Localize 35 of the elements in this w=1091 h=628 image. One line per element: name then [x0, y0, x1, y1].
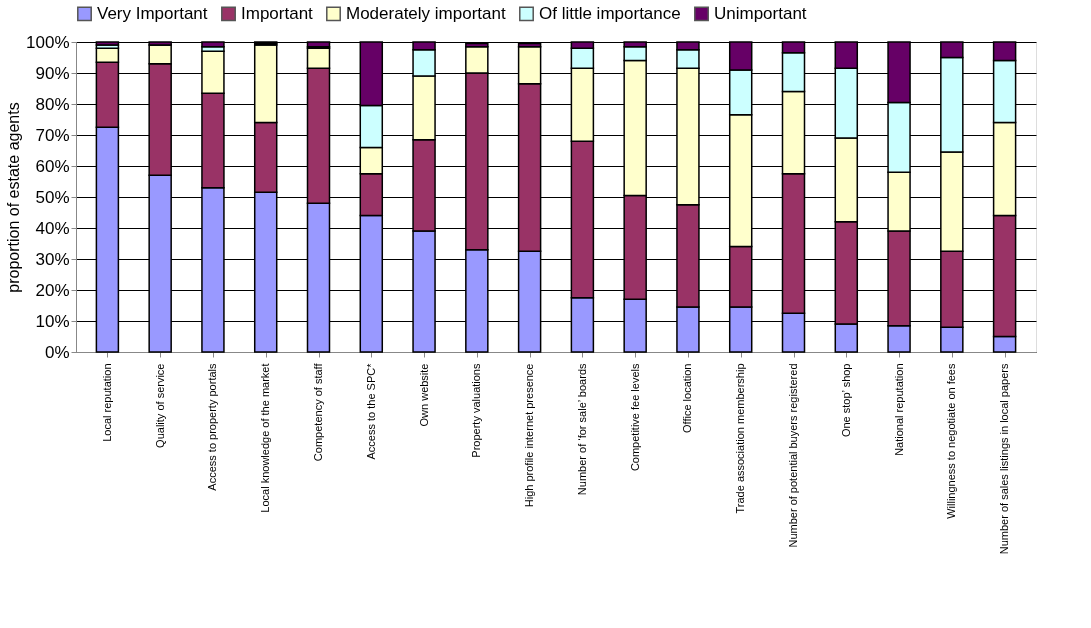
y-tick-label: 80% [35, 94, 70, 114]
x-tick-label: One stop’ shop [839, 363, 852, 438]
y-tick-label: 50% [35, 187, 70, 207]
x-tick-label: Access to the SPC* [364, 362, 377, 460]
x-tick-label: Number of ‘for sale’ boards [575, 363, 588, 496]
x-tick-label: Own website [417, 363, 430, 427]
x-tick-label: Number of potential buyers registered [787, 363, 799, 548]
x-tick-label: Local reputation [100, 363, 113, 442]
legend-label: Moderately important [346, 3, 506, 23]
x-tick-label: Competitive fee levels [628, 363, 641, 472]
legend-label: Important [241, 3, 314, 23]
y-tick-label: 90% [35, 63, 70, 83]
x-tick-label: High profile internet presence [523, 363, 536, 508]
x-tick-label: Office location [681, 363, 694, 434]
x-tick-label: Willingness to negotiate on fees [945, 363, 958, 519]
y-axis-title: proportion of estate agents [5, 102, 23, 293]
y-tick-label: 60% [35, 156, 70, 176]
y-tick-label: 40% [35, 218, 70, 238]
x-tick-label: Number of sales listings in local papers [998, 363, 1011, 555]
y-tick-label: 0% [44, 342, 70, 362]
x-tick-label: Competency of staff [312, 362, 324, 462]
legend-label: Unimportant [714, 3, 807, 23]
y-tick-label: 30% [35, 249, 70, 269]
x-tick-label: Property valuations [470, 363, 483, 458]
x-tick-label: Trade association membership [734, 363, 747, 514]
y-tick-label: 100% [26, 32, 70, 52]
x-tick-label: National reputation [892, 363, 905, 456]
x-tick-label: Quality of service [153, 363, 166, 448]
legend-label: Very Important [97, 3, 208, 23]
x-tick-label: Access to property portals [206, 363, 219, 491]
y-tick-label: 10% [35, 311, 70, 331]
x-tick-label: Local knowledge of the market [259, 363, 272, 513]
legend-label: Of little importance [539, 3, 681, 23]
y-tick-label: 20% [35, 280, 70, 300]
y-tick-label: 70% [35, 125, 70, 145]
